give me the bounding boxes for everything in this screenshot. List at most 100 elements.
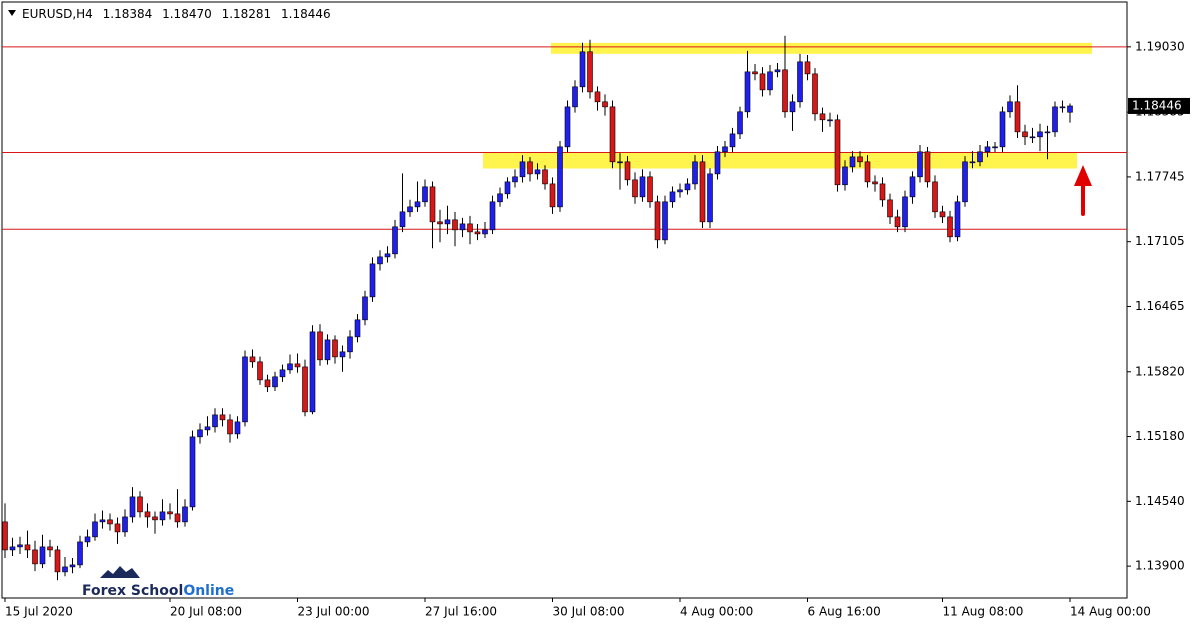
x-tick-label: 23 Jul 00:00 xyxy=(298,605,370,619)
candle-body xyxy=(729,133,736,148)
candle-body xyxy=(54,549,61,573)
candle-body xyxy=(699,161,706,223)
candle-body xyxy=(894,216,901,228)
candle-body xyxy=(759,73,766,91)
candle-body xyxy=(677,189,683,193)
candle-body xyxy=(452,219,458,231)
candle-body xyxy=(954,201,961,238)
candle-body xyxy=(474,231,481,235)
candle-body xyxy=(722,146,728,153)
logo-text: Forex SchoolOnline xyxy=(82,583,234,599)
candle-body xyxy=(647,176,653,203)
candle-body xyxy=(159,511,166,521)
candle-body xyxy=(564,106,571,148)
candle-body xyxy=(617,161,623,164)
candle-body xyxy=(812,73,818,115)
candle-body xyxy=(92,521,98,538)
candle-body xyxy=(849,156,856,168)
candle-body xyxy=(174,513,181,523)
candle-body xyxy=(984,146,991,153)
logo-part: Forex School xyxy=(82,583,183,599)
candle-body xyxy=(107,519,113,525)
candle-body xyxy=(1037,131,1043,138)
candle-body xyxy=(249,356,256,363)
candle-body xyxy=(242,356,248,423)
candle-body xyxy=(819,113,826,121)
logo-icon xyxy=(100,566,140,578)
candle-body xyxy=(872,181,878,185)
candle-body xyxy=(767,71,773,91)
candle-body xyxy=(377,256,383,265)
candle-body xyxy=(669,191,676,203)
candle-body xyxy=(887,199,893,218)
candle-body xyxy=(69,564,76,568)
candle-body xyxy=(879,183,886,201)
candle-body xyxy=(1067,105,1073,113)
candle-body xyxy=(737,111,743,135)
candle-body xyxy=(264,379,271,388)
candle-body xyxy=(17,544,23,548)
candle-body xyxy=(587,51,593,93)
candle-body xyxy=(347,336,353,353)
candle-body xyxy=(782,69,788,113)
candle-body xyxy=(309,331,316,413)
candle-body xyxy=(459,223,466,231)
candle-body xyxy=(99,519,106,523)
plot-frame xyxy=(1,1,1128,599)
candle-body xyxy=(152,516,158,521)
candle-body xyxy=(992,146,998,149)
candle-body xyxy=(167,511,173,515)
candle-body xyxy=(392,226,398,255)
candle-body xyxy=(482,229,488,235)
candle-body xyxy=(534,169,541,175)
candle-body xyxy=(189,436,196,508)
header-low: 1.18281 xyxy=(222,7,272,21)
candle-body xyxy=(197,429,203,438)
candle-body xyxy=(137,496,143,513)
candle-body xyxy=(632,179,638,198)
header-close: 1.18446 xyxy=(281,7,331,21)
candle-body xyxy=(114,523,121,533)
candle-body xyxy=(834,119,841,186)
candle-body xyxy=(902,196,908,228)
candle-body xyxy=(62,566,68,573)
candle-body xyxy=(272,376,278,388)
candle-body xyxy=(924,151,931,183)
candle-body xyxy=(939,211,946,218)
candle-body xyxy=(714,151,721,175)
y-tick-label: 1.19030 xyxy=(1135,39,1185,53)
candle-body xyxy=(774,69,781,73)
candle-body xyxy=(512,176,518,183)
candle-body xyxy=(302,366,308,413)
candle-body xyxy=(182,506,188,523)
candle-body xyxy=(429,186,436,223)
candle-body xyxy=(9,546,16,551)
candle-body xyxy=(294,363,301,368)
candle-body xyxy=(542,169,548,185)
candle-body xyxy=(639,176,646,198)
candle-body xyxy=(144,511,151,518)
candle-body xyxy=(444,219,451,225)
x-tick-label: 27 Jul 16:00 xyxy=(425,605,497,619)
y-tick-label: 1.17105 xyxy=(1135,234,1185,248)
candle-body xyxy=(842,166,848,186)
x-tick-label: 11 Aug 08:00 xyxy=(943,605,1024,619)
candle-body xyxy=(204,426,211,431)
levels xyxy=(2,46,1127,230)
candle-body xyxy=(504,181,511,195)
candle-body xyxy=(219,414,226,421)
candle-body xyxy=(909,176,916,198)
candle-body xyxy=(437,221,443,225)
symbol-menu-icon[interactable] xyxy=(8,10,16,16)
candle-body xyxy=(572,86,578,108)
candle-body xyxy=(969,161,976,164)
arrow xyxy=(1074,165,1092,216)
candle-body xyxy=(77,541,83,566)
candle-body xyxy=(804,61,811,75)
candle-body xyxy=(707,173,713,223)
x-tick-label: 20 Jul 08:00 xyxy=(170,605,242,619)
candle-body xyxy=(1022,131,1028,138)
candle-body xyxy=(122,516,128,533)
candle-body xyxy=(362,296,368,321)
